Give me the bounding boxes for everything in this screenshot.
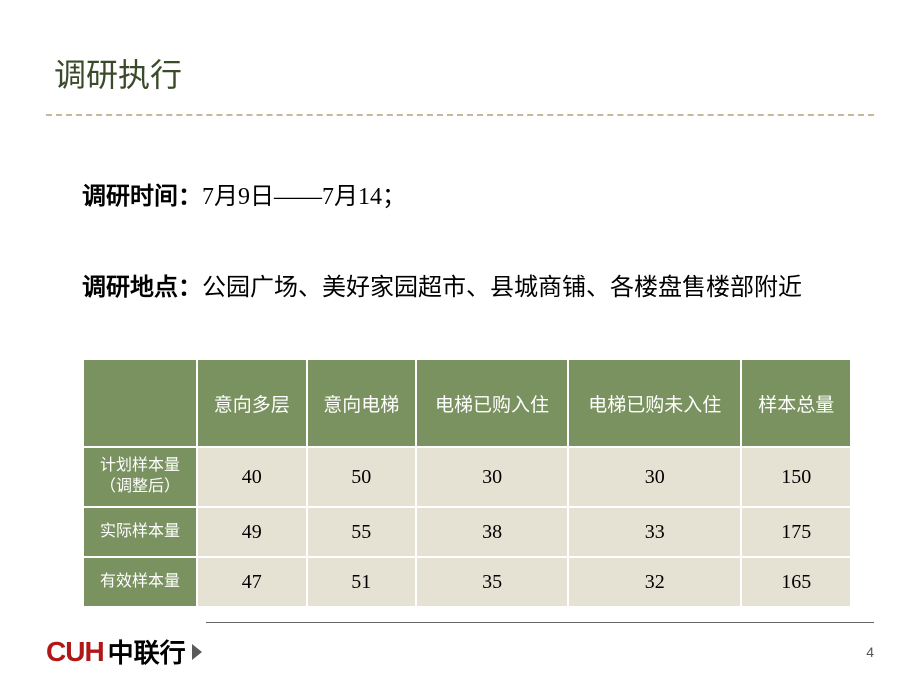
footer-divider [206, 622, 874, 623]
cell: 150 [742, 448, 850, 506]
col-header: 意向多层 [198, 360, 306, 446]
footer: CUH 中联行 4 [46, 622, 874, 670]
title-divider [46, 114, 874, 116]
table-row: 实际样本量 49 55 38 33 175 [84, 508, 850, 556]
research-place-line: 调研地点：公园广场、美好家园超市、县城商铺、各楼盘售楼部附近 [82, 267, 874, 302]
table-header-row: 意向多层 意向电梯 电梯已购入住 电梯已购未入住 样本总量 [84, 360, 850, 446]
logo-cn: 中联行 [108, 633, 186, 670]
slide: 调研执行 调研时间：7月9日——7月14； 调研地点：公园广场、美好家园超市、县… [0, 0, 920, 690]
cell: 55 [308, 508, 416, 556]
time-value: 7月9日——7月14； [202, 184, 406, 210]
cell: 175 [742, 508, 850, 556]
row-label: 有效样本量 [84, 558, 196, 606]
cell: 165 [742, 558, 850, 606]
cell: 33 [569, 508, 740, 556]
cell: 30 [417, 448, 567, 506]
cell: 49 [198, 508, 306, 556]
table-row: 计划样本量（调整后） 40 50 30 30 150 [84, 448, 850, 506]
sample-table-wrap: 意向多层 意向电梯 电梯已购入住 电梯已购未入住 样本总量 计划样本量（调整后）… [82, 358, 874, 608]
col-header: 电梯已购入住 [417, 360, 567, 446]
page-title: 调研执行 [54, 50, 874, 96]
footer-row: CUH 中联行 4 [46, 633, 874, 670]
row-label: 计划样本量（调整后） [84, 448, 196, 506]
col-header: 意向电梯 [308, 360, 416, 446]
cell: 38 [417, 508, 567, 556]
table-row: 有效样本量 47 51 35 32 165 [84, 558, 850, 606]
logo: CUH 中联行 [46, 633, 204, 670]
cell: 47 [198, 558, 306, 606]
cell: 50 [308, 448, 416, 506]
cell: 35 [417, 558, 567, 606]
cell: 40 [198, 448, 306, 506]
col-header: 样本总量 [742, 360, 850, 446]
time-label: 调研时间： [82, 184, 202, 210]
research-time-line: 调研时间：7月9日——7月14； [82, 176, 874, 211]
arrow-icon [192, 644, 204, 660]
page-number: 4 [866, 644, 874, 660]
table-corner [84, 360, 196, 446]
cell: 30 [569, 448, 740, 506]
col-header: 电梯已购未入住 [569, 360, 740, 446]
place-label: 调研地点： [82, 275, 202, 301]
row-label: 实际样本量 [84, 508, 196, 556]
place-value: 公园广场、美好家园超市、县城商铺、各楼盘售楼部附近 [202, 275, 802, 301]
cell: 32 [569, 558, 740, 606]
sample-table: 意向多层 意向电梯 电梯已购入住 电梯已购未入住 样本总量 计划样本量（调整后）… [82, 358, 852, 608]
cell: 51 [308, 558, 416, 606]
logo-latin: CUH [46, 636, 104, 668]
